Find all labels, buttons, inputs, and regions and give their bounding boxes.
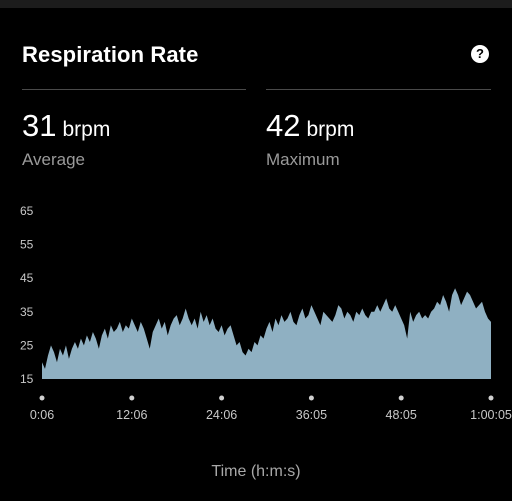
average-unit: brpm [62,118,111,141]
y-tick-label: 55 [20,238,34,252]
divider-left [22,89,246,90]
maximum-number: 42 [266,108,301,143]
maximum-label: Maximum [266,150,340,169]
maximum-value: 42 brpm [266,108,354,144]
card-title: Respiration Rate [22,42,199,67]
respiration-chart: 15 25 35 45 55 65 0:06 12:06 24:06 36:05 48:05 1:00… [20,204,512,422]
average-value: 31 brpm [22,108,110,144]
x-tick-label: 24:06 [206,408,237,422]
x-tick-dot [308,395,314,401]
respiration-area [42,288,491,379]
y-tick-label: 35 [20,305,34,319]
y-tick-label: 65 [20,204,34,218]
y-tick-label: 15 [20,372,34,386]
x-tick-dot [488,395,494,401]
x-tick-label: 12:06 [116,408,147,422]
x-tick-dot [398,395,404,401]
average-label: Average [22,150,86,169]
respiration-card: Respiration Rate ? 31 brpm Average 42 brpm… [0,8,512,501]
y-tick-label: 45 [20,271,34,285]
x-tick-label: 36:05 [296,408,327,422]
x-tick-dot [219,395,225,401]
x-tick-label: 1:00:05 [470,408,512,422]
maximum-unit: brpm [306,118,355,141]
x-tick-dot [129,395,135,401]
y-tick-label: 25 [20,338,34,352]
x-tick-label: 0:06 [30,408,54,422]
x-tick-label: 48:05 [386,408,417,422]
x-tick-dot [39,395,45,401]
divider-right [266,89,491,90]
x-axis-label: Time (h:m:s) [211,463,301,480]
average-number: 31 [22,108,57,143]
question-circle-icon[interactable]: ? [471,45,489,63]
